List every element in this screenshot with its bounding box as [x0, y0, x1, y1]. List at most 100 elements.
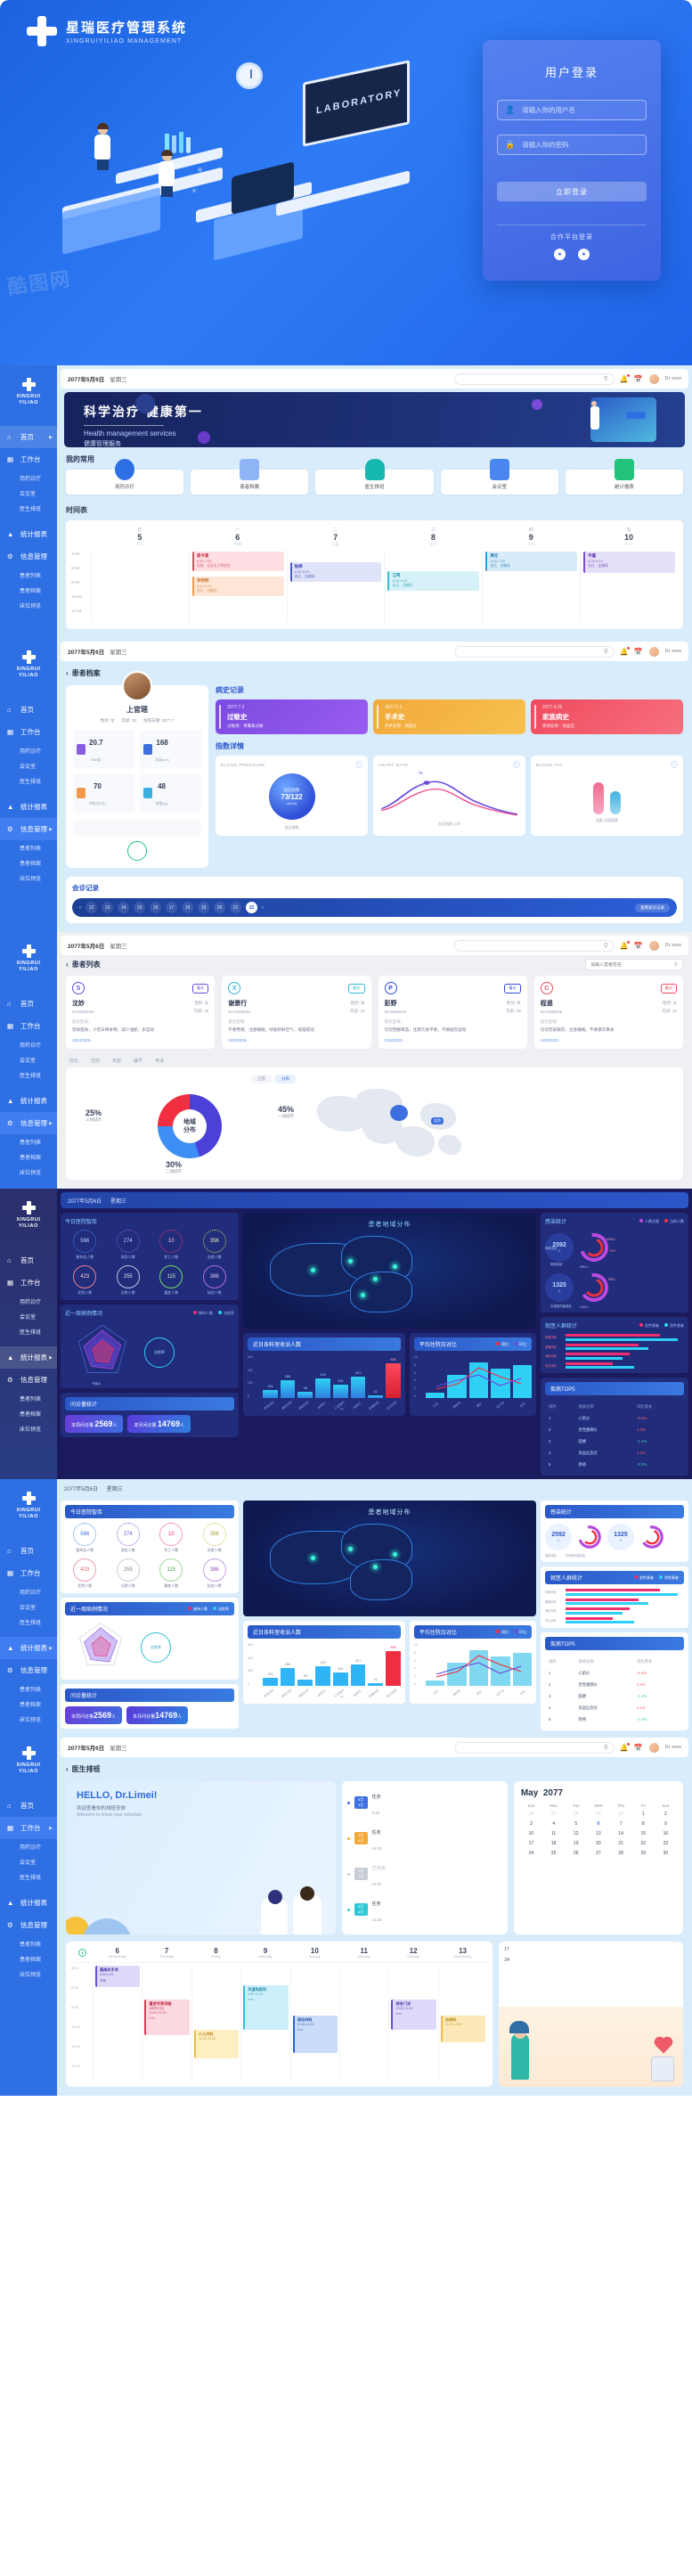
username-input[interactable]	[522, 106, 639, 114]
sidebar-item-info[interactable]: ⚙ 信息管理 ▶	[0, 818, 57, 840]
tab-all[interactable]: 全部	[251, 1075, 272, 1084]
sidebar-item-home[interactable]: ⌂ 首页	[0, 1540, 57, 1562]
sidebar-item-reports[interactable]: ▲ 统计报表	[0, 796, 57, 818]
week-day-header[interactable]: 8 Friday	[211, 1947, 221, 1959]
list-item[interactable]: 5月 3日 任务 9:30	[346, 1787, 502, 1819]
sidebar-item-reports[interactable]: ▲ 统计报表	[0, 1892, 57, 1914]
history-card-surgery[interactable]: 2077.5.1 手术史 手术名称：阑尾炎	[373, 699, 525, 734]
sidebar-sub-medication[interactable]: 用药诊疗	[20, 1043, 42, 1049]
timetable-event[interactable]: 李明明 8:00-9:15 血压、血糖高	[191, 577, 284, 596]
sidebar-sub-meeting[interactable]: 会议室	[20, 1315, 37, 1321]
sidebar-item-reports[interactable]: ▲ 统计报表	[0, 1090, 57, 1112]
calendar-day[interactable]: 8	[641, 1820, 645, 1827]
sidebar-sub-meeting[interactable]: 会议室	[20, 1059, 37, 1064]
global-search[interactable]: ⚲	[453, 1741, 615, 1754]
calendar-day[interactable]: 28	[573, 1811, 579, 1817]
favorite-medication[interactable]: 用药诊疗	[66, 459, 184, 495]
week-day-header[interactable]: 9 Saturday	[258, 1947, 273, 1959]
week-day-header[interactable]: 10 Sunday	[308, 1947, 321, 1959]
sidebar-sub-patient-file[interactable]: 患者档案	[20, 589, 42, 594]
tab-distribution[interactable]: 分布	[275, 1075, 296, 1084]
favorite-reports[interactable]: 统计报表	[565, 459, 684, 495]
sidebar-sub-medication[interactable]: 用药诊疗	[20, 477, 42, 482]
search-input[interactable]	[460, 943, 604, 948]
calendar-day[interactable]: 30	[663, 1850, 669, 1856]
calendar-day[interactable]: 10	[528, 1830, 534, 1836]
global-search[interactable]: ⚲	[453, 645, 615, 658]
chevron-right-icon[interactable]: ›	[513, 761, 520, 768]
sidebar-sub-schedule[interactable]: 医生排班	[20, 1330, 42, 1336]
calendar-day[interactable]: 15	[640, 1830, 647, 1836]
sidebar-sub-beds[interactable]: 床位预览	[20, 1427, 42, 1433]
sidebar-sub-meeting[interactable]: 会议室	[20, 1606, 37, 1611]
username-field-wrapper[interactable]: 👤	[497, 100, 647, 120]
sidebar-sub-schedule[interactable]: 医生排班	[20, 1074, 42, 1079]
sidebar-sub-schedule[interactable]: 医生排班	[20, 1876, 42, 1881]
calendar-day[interactable]: 26	[573, 1850, 579, 1856]
week-day-header[interactable]: 13 Wednesday	[453, 1947, 472, 1959]
list-item[interactable]: 5月 4日 任务 14:00	[346, 1893, 502, 1926]
visit-day[interactable]: 15	[134, 902, 145, 913]
bell-icon[interactable]: 🔔	[619, 940, 630, 950]
calendar-icon[interactable]: 📅	[633, 1743, 643, 1752]
bell-icon[interactable]: 🔔	[619, 646, 630, 656]
visit-records-tag[interactable]: 查看会诊记录	[635, 903, 670, 912]
sidebar-sub-patient-list[interactable]: 患者列表	[20, 1397, 42, 1402]
avatar[interactable]	[647, 372, 660, 385]
calendar-day[interactable]: 2	[664, 1811, 667, 1817]
calendar-day[interactable]: 1	[641, 1811, 645, 1817]
avatar[interactable]	[647, 1741, 660, 1754]
patient-card[interactable]: S 看诊 沈妙 ID12569025 性别: 女 年龄: 18 最近医嘱： 禁食…	[66, 976, 216, 1049]
calendar-day[interactable]: 11	[550, 1830, 557, 1836]
bell-icon[interactable]: 🔔	[619, 1742, 630, 1752]
week-day-header[interactable]: 11 Monday	[357, 1947, 370, 1959]
sidebar-item-workbench[interactable]: ▦ 工作台 ▶	[0, 1817, 57, 1839]
chevron-left-icon[interactable]: ‹	[66, 1765, 69, 1773]
patient-search[interactable]: ⚲	[585, 959, 683, 970]
sidebar-sub-patient-list[interactable]: 患者列表	[20, 1141, 42, 1146]
sidebar-item-info[interactable]: ⚙ 信息管理	[0, 545, 57, 568]
sidebar-sub-patient-file[interactable]: 患者档案	[20, 1703, 42, 1708]
chevron-left-icon[interactable]: ‹	[66, 669, 69, 677]
sidebar-item-info[interactable]: ⚙ 信息管理	[0, 1914, 57, 1936]
sidebar-sub-meeting[interactable]: 会议室	[20, 492, 37, 497]
login-submit-button[interactable]: 立即登录	[497, 182, 647, 201]
calendar-day[interactable]: 23	[663, 1840, 669, 1846]
visit-day[interactable]: 21	[230, 902, 241, 913]
favorite-patient-file[interactable]: 患者档案	[191, 459, 309, 495]
visit-day[interactable]: 12	[85, 902, 97, 913]
calendar-day[interactable]: 25	[550, 1850, 557, 1856]
week-day-header[interactable]: 6 Wednesday	[108, 1947, 126, 1959]
calendar-day[interactable]: 17	[528, 1840, 534, 1846]
sidebar-item-workbench[interactable]: ▦ 工作台	[0, 448, 57, 470]
schedule-event[interactable]: 小儿内科 12:20-13:40	[193, 2030, 240, 2058]
password-field-wrapper[interactable]: 🔒	[497, 135, 647, 155]
patient-card[interactable]: P 看诊 彭野 ID12569025 性别: 男 年龄: 28 最近医嘱： 切勿…	[378, 976, 527, 1049]
calendar-day[interactable]: 18	[550, 1840, 557, 1846]
history-card-allergy[interactable]: 2077.7.2 过敏史 过敏源：青霉素过敏	[216, 699, 368, 734]
sidebar-item-info[interactable]: ⚙ 信息管理	[0, 1369, 57, 1391]
history-card-family[interactable]: 2077.4.25 家族病史 疾病名称：高血压	[531, 699, 683, 734]
sidebar-sub-schedule[interactable]: 医生排班	[20, 780, 42, 785]
sidebar-sub-meeting[interactable]: 会议室	[20, 765, 37, 770]
calendar-day[interactable]: 29	[640, 1850, 647, 1856]
sidebar-item-reports[interactable]: ▲ 统计报表	[0, 523, 57, 545]
calendar-day[interactable]: 5	[574, 1820, 578, 1827]
visit-day[interactable]: 13	[102, 902, 113, 913]
visit-day[interactable]: 14	[118, 902, 129, 913]
chevron-right-icon[interactable]: ›	[355, 761, 362, 768]
search-input[interactable]	[460, 376, 604, 381]
visit-day[interactable]: 19	[198, 902, 209, 913]
sidebar-sub-schedule[interactable]: 医生排班	[20, 507, 42, 512]
sidebar-sub-meeting[interactable]: 会议室	[20, 1860, 37, 1866]
calendar-day[interactable]: 4	[552, 1820, 555, 1827]
favorite-meeting[interactable]: 会议室	[440, 459, 558, 495]
sidebar-sub-patient-file[interactable]: 患者档案	[20, 862, 42, 867]
visit-day[interactable]: 16	[150, 902, 161, 913]
sidebar-sub-patient-list[interactable]: 患者列表	[20, 1942, 42, 1948]
calendar-day[interactable]: 3	[530, 1820, 533, 1827]
schedule-event[interactable]: 综合门诊 10:00-11:00 xxxx	[391, 1999, 436, 2030]
sidebar-item-home[interactable]: ⌂ 首页	[0, 1249, 57, 1272]
sidebar-sub-patient-file[interactable]: 患者档案	[20, 1958, 42, 1963]
sidebar-item-workbench[interactable]: ▦ 工作台	[0, 1562, 57, 1584]
